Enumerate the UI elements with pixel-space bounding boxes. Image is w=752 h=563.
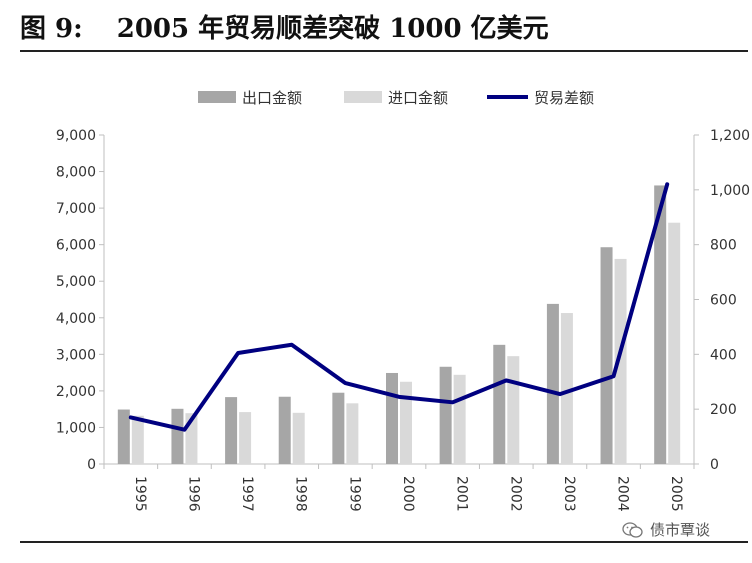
bar-import: [560, 313, 573, 464]
figure-label: 图 9:: [20, 14, 83, 44]
left-tick-label: 0: [87, 457, 96, 473]
right-tick-label: 600: [710, 293, 737, 309]
x-tick-label: 1999: [346, 476, 362, 512]
bar-export: [225, 397, 238, 464]
bar-export: [493, 344, 506, 464]
bar-import: [346, 403, 359, 464]
x-tick-label: 1997: [239, 476, 255, 512]
legend-label-balance: 贸易差额: [534, 89, 594, 107]
x-tick-label: 2000: [400, 476, 416, 512]
right-tick-label: 400: [710, 347, 737, 363]
watermark-text: 债市覃谈: [650, 521, 711, 539]
bar-import: [131, 415, 144, 464]
bar-export: [117, 409, 130, 464]
watermark: 债市覃谈: [622, 519, 710, 540]
bar-export: [600, 247, 613, 464]
bar-export: [332, 392, 345, 464]
right-tick-label: 800: [710, 238, 737, 254]
bar-import: [668, 222, 681, 464]
x-tick-label: 2001: [454, 476, 470, 512]
right-tick-label: 0: [710, 457, 719, 473]
bar-export: [654, 185, 667, 465]
wechat-icon: [622, 521, 643, 538]
bar-import: [292, 412, 305, 464]
x-tick-label: 2002: [507, 476, 523, 512]
x-tick-label: 1996: [185, 476, 201, 512]
bar-import: [614, 258, 627, 464]
bar-export: [278, 396, 291, 464]
figure-title: 图 9: 2005 年贸易顺差突破 1000 亿美元: [20, 8, 549, 48]
legend-swatch-export: [198, 91, 236, 103]
left-tick-label: 7,000: [56, 201, 96, 217]
top-rule: [20, 50, 748, 52]
right-tick-label: 200: [710, 402, 737, 418]
bar-export: [439, 366, 452, 464]
legend-label-export: 出口金额: [242, 89, 302, 107]
bottom-rule: [20, 541, 748, 543]
bar-import: [507, 356, 520, 464]
left-tick-label: 2,000: [56, 384, 96, 400]
legend-label-import: 进口金额: [388, 89, 448, 107]
left-tick-label: 5,000: [56, 274, 96, 290]
left-tick-label: 3,000: [56, 347, 96, 363]
bar-import: [453, 374, 466, 464]
legend-swatch-import: [344, 91, 382, 103]
left-tick-label: 9,000: [56, 128, 96, 144]
right-tick-label: 1,200: [710, 128, 750, 144]
series-line-balance: [128, 182, 670, 432]
bar-export: [546, 303, 559, 464]
bar-export: [171, 408, 184, 464]
x-tick-label: 2004: [615, 476, 631, 512]
left-tick-label: 4,000: [56, 311, 96, 327]
bar-import: [239, 412, 252, 464]
left-tick-label: 8,000: [56, 165, 96, 181]
x-tick-label: 2005: [668, 476, 684, 512]
figure-title-text: 2005 年贸易顺差突破 1000 亿美元: [116, 14, 549, 44]
bar-export: [386, 372, 398, 464]
bar-import: [400, 381, 412, 464]
x-tick-label: 1998: [293, 476, 309, 512]
right-tick-label: 1,000: [710, 183, 750, 199]
x-tick-label: 1995: [132, 476, 148, 512]
x-tick-label: 2003: [561, 476, 577, 512]
left-tick-label: 1,000: [56, 420, 96, 436]
left-tick-label: 6,000: [56, 238, 96, 254]
